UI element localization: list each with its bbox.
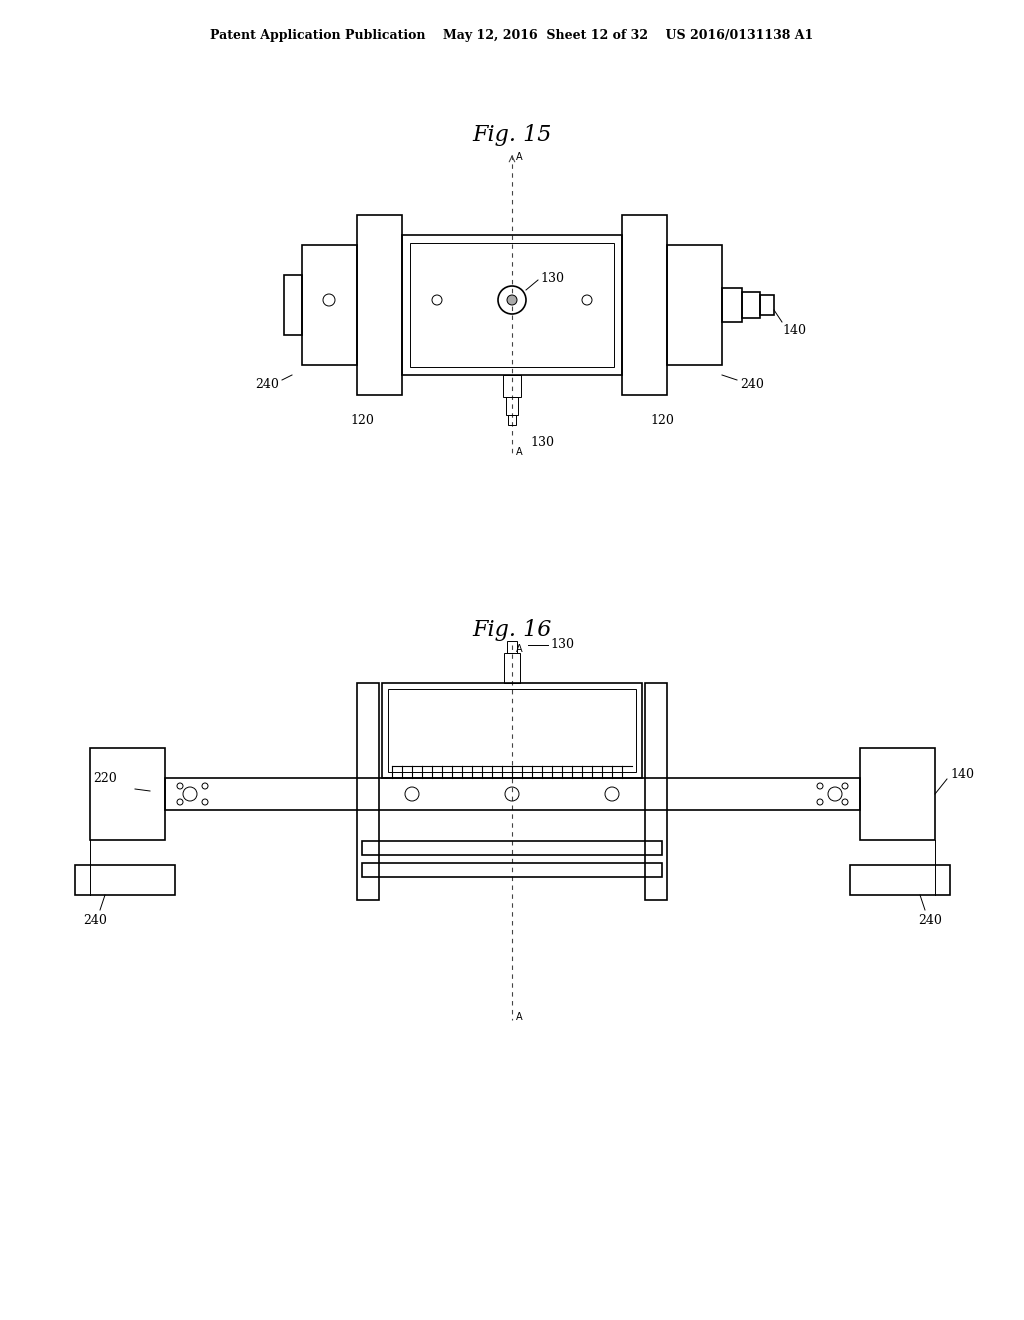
Bar: [645, 682, 667, 900]
Bar: [742, 292, 760, 318]
Text: Fig. 15: Fig. 15: [472, 124, 552, 147]
Text: A: A: [516, 644, 522, 653]
Bar: [622, 215, 667, 395]
Bar: [402, 235, 622, 375]
Text: 130: 130: [530, 436, 554, 449]
Bar: [362, 841, 662, 855]
Bar: [357, 682, 379, 900]
Bar: [75, 865, 175, 895]
Bar: [362, 863, 662, 876]
Text: 120: 120: [350, 413, 374, 426]
Bar: [667, 246, 722, 366]
Bar: [388, 689, 636, 772]
Text: Fig. 16: Fig. 16: [472, 619, 552, 642]
Text: A: A: [516, 447, 522, 457]
Text: 130: 130: [550, 639, 574, 652]
Bar: [504, 653, 520, 682]
Bar: [508, 414, 516, 425]
Text: 140: 140: [950, 767, 974, 780]
Text: A: A: [516, 1012, 522, 1022]
Text: 140: 140: [782, 323, 806, 337]
Circle shape: [507, 294, 517, 305]
Text: Patent Application Publication    May 12, 2016  Sheet 12 of 32    US 2016/013113: Patent Application Publication May 12, 2…: [210, 29, 814, 41]
Bar: [284, 275, 302, 335]
Bar: [357, 215, 402, 395]
Text: 240: 240: [919, 913, 942, 927]
Text: A: A: [516, 152, 522, 162]
Bar: [410, 243, 614, 367]
Bar: [507, 642, 517, 653]
Bar: [850, 865, 950, 895]
Text: 240: 240: [255, 379, 279, 392]
Bar: [722, 288, 742, 322]
Text: 240: 240: [740, 379, 764, 392]
Bar: [503, 375, 521, 397]
Bar: [760, 294, 774, 315]
Bar: [382, 682, 642, 777]
Text: 120: 120: [650, 413, 674, 426]
Bar: [90, 748, 165, 840]
Text: 220: 220: [93, 772, 117, 785]
Text: 240: 240: [83, 913, 106, 927]
Bar: [302, 246, 357, 366]
Text: 130: 130: [540, 272, 564, 285]
Bar: [860, 748, 935, 840]
Bar: [165, 777, 860, 810]
Bar: [506, 397, 518, 414]
